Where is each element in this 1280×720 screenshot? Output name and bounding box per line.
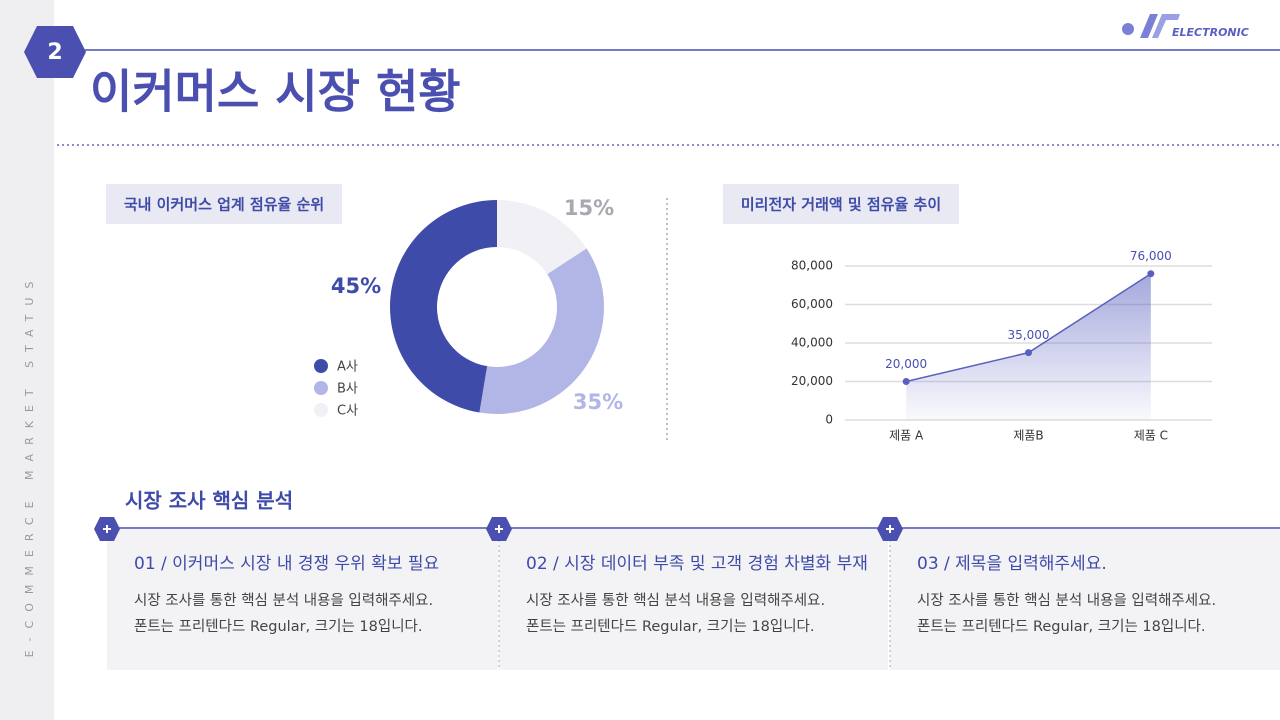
value-label: 35%: [573, 390, 623, 414]
donut-slice: [390, 200, 497, 413]
card-text: 폰트는 프리텐다드 Regular, 크기는 18입니다.: [134, 618, 422, 635]
y-tick-label: 60,000: [791, 297, 833, 311]
card-text: 폰트는 프리텐다드 Regular, 크기는 18입니다.: [526, 618, 814, 635]
plus-icon: [886, 525, 894, 533]
value-label: 20,000: [885, 357, 927, 371]
x-tick-label: 제품 A: [889, 429, 924, 443]
area: [906, 273, 1151, 420]
plus-icon: [103, 525, 111, 533]
y-tick-label: 40,000: [791, 336, 833, 350]
value-label: 35,000: [1008, 328, 1050, 342]
chart-title: 미리전자 거래액 및 점유율 추이: [741, 196, 941, 214]
y-tick-label: 20,000: [791, 374, 833, 388]
chart-title-box: [723, 184, 959, 224]
x-tick-label: 제품B: [1013, 429, 1043, 443]
section-title: 시장 조사 핵심 분석: [125, 489, 293, 513]
chart-title-box: [106, 184, 342, 224]
legend-label: C사: [337, 404, 358, 419]
chart-title: 국내 이커머스 업계 점유율 순위: [124, 196, 324, 214]
legend-label: B사: [337, 382, 358, 397]
card-text: 시장 조사를 통한 핵심 분석 내용을 입력해주세요.: [526, 592, 825, 609]
card: [890, 529, 1280, 670]
legend-swatch: [314, 359, 328, 373]
value-label: 45%: [331, 274, 381, 298]
side-text: E-COMMERCE MARKET STATUS: [23, 273, 36, 658]
legend-swatch: [314, 403, 328, 417]
card: [107, 529, 498, 670]
donut-slice: [479, 248, 605, 414]
value-label: 15%: [564, 196, 614, 220]
card: [499, 529, 888, 670]
point: [1147, 270, 1155, 278]
page-badge: [24, 26, 86, 78]
value-label: 76,000: [1130, 249, 1172, 263]
plus-icon: [495, 525, 503, 533]
point: [902, 378, 910, 385]
card-text: 폰트는 프리텐다드 Regular, 크기는 18입니다.: [917, 618, 1205, 635]
legend-swatch: [314, 381, 328, 395]
card-heading: 02 / 시장 데이터 부족 및 고객 경험 차별화 부재: [526, 554, 868, 574]
y-tick-label: 0: [825, 413, 833, 427]
page-number: 2: [47, 40, 62, 65]
legend-label: A사: [337, 360, 358, 375]
card-heading: 03 / 제목을 입력해주세요.: [917, 554, 1107, 574]
point: [1025, 349, 1032, 357]
side-strip: [0, 0, 54, 720]
card-text: 시장 조사를 통한 핵심 분석 내용을 입력해주세요.: [917, 592, 1216, 609]
card-text: 시장 조사를 통한 핵심 분석 내용을 입력해주세요.: [134, 592, 433, 609]
card-heading: 01 / 이커머스 시장 내 경쟁 우위 확보 필요: [134, 554, 439, 574]
x-tick-label: 제품 C: [1134, 429, 1168, 443]
logo-text: ELECTRONIC: [1172, 26, 1249, 39]
donut-slice: [497, 200, 587, 275]
logo-mark: [1122, 14, 1180, 38]
page-title: 이커머스 시장 현황: [90, 65, 461, 119]
y-tick-label: 80,000: [791, 259, 833, 273]
